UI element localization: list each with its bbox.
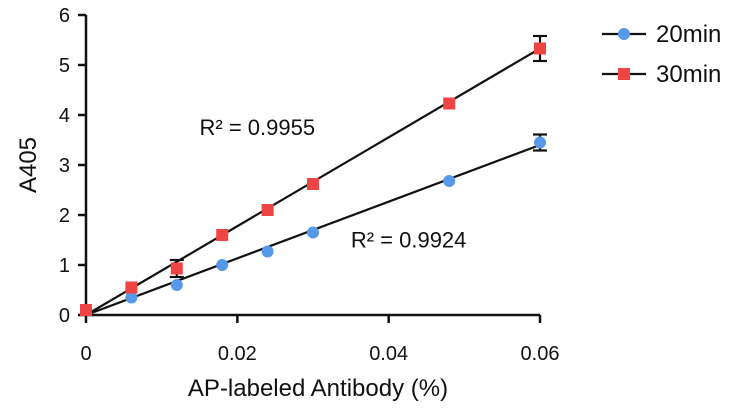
data-marks bbox=[80, 34, 547, 316]
point-30min bbox=[307, 178, 319, 190]
y-tick-label: 1 bbox=[59, 255, 70, 277]
point-30min bbox=[80, 304, 92, 316]
x-tick-label: 0 bbox=[80, 343, 91, 365]
legend-label: 30min bbox=[656, 61, 721, 88]
x-axis-title: AP-labeled Antibody (%) bbox=[188, 375, 448, 402]
y-tick-label: 3 bbox=[59, 155, 70, 177]
point-30min bbox=[216, 229, 229, 241]
point-20min bbox=[170, 279, 183, 291]
y-tick-label: 4 bbox=[59, 105, 70, 127]
point-30min bbox=[170, 262, 183, 275]
annotations: R² = 0.9955 R² = 0.9924 bbox=[200, 115, 467, 253]
point-20min bbox=[534, 136, 546, 149]
x-tick-label: 0.06 bbox=[521, 343, 560, 365]
legend: 20min 30min bbox=[602, 21, 721, 88]
axes: 0 1 2 3 4 5 6 0 0.02 0.04 0.06 AP-labeled Antibody … bbox=[15, 5, 559, 402]
r-squared-annotation: R² = 0.9955 bbox=[200, 115, 316, 140]
point-20min bbox=[216, 259, 229, 271]
y-tick-label: 0 bbox=[59, 305, 70, 327]
legend-marker bbox=[618, 28, 630, 40]
y-tick-label: 6 bbox=[59, 5, 70, 27]
point-20min bbox=[307, 226, 319, 239]
point-20min bbox=[443, 175, 456, 187]
y-axis-title: A405 bbox=[15, 137, 42, 193]
point-30min bbox=[125, 281, 138, 294]
point-20min bbox=[261, 245, 274, 258]
legend-label: 20min bbox=[656, 21, 721, 48]
y-tick-label: 2 bbox=[59, 205, 70, 227]
point-30min bbox=[443, 97, 456, 110]
point-30min bbox=[534, 42, 546, 55]
y-tick-label: 5 bbox=[59, 55, 70, 77]
legend-marker bbox=[618, 68, 630, 80]
r-squared-annotation: R² = 0.9924 bbox=[351, 228, 467, 253]
point-30min bbox=[261, 204, 274, 216]
x-tick-label: 0.04 bbox=[369, 343, 408, 365]
point-20min bbox=[125, 291, 138, 304]
x-tick-label: 0.02 bbox=[218, 343, 257, 365]
